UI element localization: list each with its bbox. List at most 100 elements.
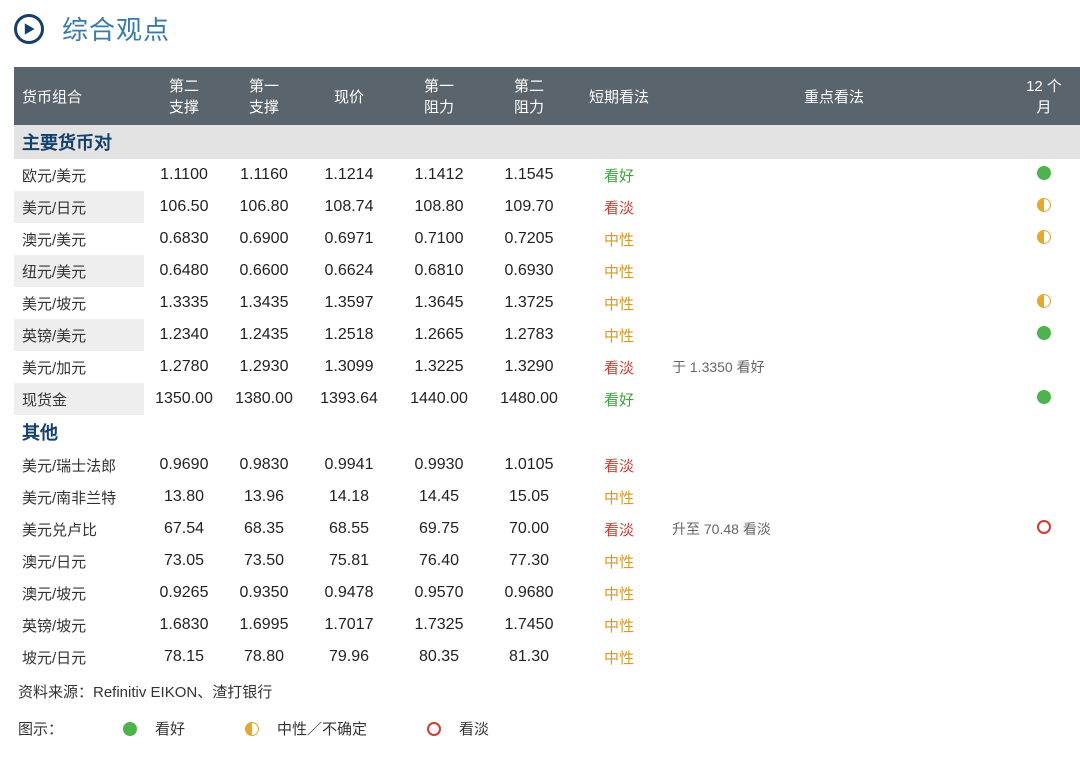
- table-row: 美元/瑞士法郎 0.9690 0.9830 0.9941 0.9930 1.01…: [14, 449, 1080, 481]
- bull-dot-icon: [1037, 390, 1051, 404]
- short-view: 中性: [574, 255, 664, 287]
- key-note: [664, 255, 1004, 287]
- bull-dot-icon: [1037, 326, 1051, 340]
- key-note: [664, 287, 1004, 319]
- col-key: 重点看法: [664, 67, 1004, 125]
- short-view: 看好: [574, 383, 664, 415]
- bear-dot-icon: [427, 722, 441, 736]
- s1-cell: 1.1160: [224, 159, 304, 191]
- short-view: 看淡: [574, 351, 664, 383]
- price-cell: 108.74: [304, 191, 394, 223]
- table-body: 主要货币对 欧元/美元 1.1100 1.1160 1.1214 1.1412 …: [14, 125, 1080, 673]
- pair-cell: 欧元/美元: [14, 159, 144, 191]
- table-row: 澳元/坡元 0.9265 0.9350 0.9478 0.9570 0.9680…: [14, 577, 1080, 609]
- legend-label: 图示：: [18, 718, 63, 739]
- legend: 图示： 看好 中性／不确定 看淡: [14, 718, 1066, 739]
- r2-cell: 81.30: [484, 641, 574, 673]
- price-cell: 1.1214: [304, 159, 394, 191]
- short-view: 中性: [574, 481, 664, 513]
- r2-cell: 109.70: [484, 191, 574, 223]
- price-cell: 1393.64: [304, 383, 394, 415]
- s2-cell: 0.9265: [144, 577, 224, 609]
- s2-cell: 67.54: [144, 513, 224, 545]
- table-row: 英镑/坡元 1.6830 1.6995 1.7017 1.7325 1.7450…: [14, 609, 1080, 641]
- r2-cell: 1.2783: [484, 319, 574, 351]
- r1-cell: 14.45: [394, 481, 484, 513]
- neut-dot-icon: [1037, 198, 1051, 212]
- price-cell: 0.9478: [304, 577, 394, 609]
- r2-cell: 77.30: [484, 545, 574, 577]
- pair-cell: 澳元/坡元: [14, 577, 144, 609]
- key-note: 升至 70.48 看淡: [664, 513, 1004, 545]
- short-view: 中性: [574, 577, 664, 609]
- table-row: 美元/日元 106.50 106.80 108.74 108.80 109.70…: [14, 191, 1080, 223]
- r2-cell: 70.00: [484, 513, 574, 545]
- col-price: 现价: [304, 67, 394, 125]
- s1-cell: 1380.00: [224, 383, 304, 415]
- pair-cell: 澳元/日元: [14, 545, 144, 577]
- table-row: 美元兑卢比 67.54 68.35 68.55 69.75 70.00 看淡 升…: [14, 513, 1080, 545]
- s1-cell: 1.2930: [224, 351, 304, 383]
- r1-cell: 1.1412: [394, 159, 484, 191]
- s2-cell: 1.2780: [144, 351, 224, 383]
- pair-cell: 纽元/美元: [14, 255, 144, 287]
- r2-cell: 1.0105: [484, 449, 574, 481]
- table-row: 坡元/日元 78.15 78.80 79.96 80.35 81.30 中性: [14, 641, 1080, 673]
- s2-cell: 73.05: [144, 545, 224, 577]
- neut-dot-icon: [1037, 230, 1051, 244]
- r1-cell: 1.3645: [394, 287, 484, 319]
- s1-cell: 73.50: [224, 545, 304, 577]
- price-cell: 0.6624: [304, 255, 394, 287]
- key-note: [664, 609, 1004, 641]
- short-view: 中性: [574, 287, 664, 319]
- s2-cell: 1.6830: [144, 609, 224, 641]
- short-view: 中性: [574, 319, 664, 351]
- legend-bear: 看淡: [427, 718, 489, 739]
- s2-cell: 1350.00: [144, 383, 224, 415]
- r2-cell: 1480.00: [484, 383, 574, 415]
- s1-cell: 1.6995: [224, 609, 304, 641]
- s1-cell: 0.6600: [224, 255, 304, 287]
- m12-dot: [1004, 319, 1080, 351]
- s1-cell: 0.9350: [224, 577, 304, 609]
- col-s1: 第一 支撑: [224, 67, 304, 125]
- price-cell: 0.9941: [304, 449, 394, 481]
- short-view: 看好: [574, 159, 664, 191]
- s2-cell: 13.80: [144, 481, 224, 513]
- pair-cell: 现货金: [14, 383, 144, 415]
- r2-cell: 15.05: [484, 481, 574, 513]
- s1-cell: 106.80: [224, 191, 304, 223]
- s2-cell: 0.6830: [144, 223, 224, 255]
- table-row: 英镑/美元 1.2340 1.2435 1.2518 1.2665 1.2783…: [14, 319, 1080, 351]
- bull-dot-icon: [1037, 166, 1051, 180]
- r1-cell: 0.9930: [394, 449, 484, 481]
- m12-dot: [1004, 513, 1080, 545]
- key-note: [664, 191, 1004, 223]
- s2-cell: 1.3335: [144, 287, 224, 319]
- r1-cell: 1.2665: [394, 319, 484, 351]
- pair-cell: 英镑/坡元: [14, 609, 144, 641]
- r1-cell: 1440.00: [394, 383, 484, 415]
- r2-cell: 1.3725: [484, 287, 574, 319]
- key-note: [664, 449, 1004, 481]
- m12-dot: [1004, 223, 1080, 255]
- section-major: 主要货币对: [14, 125, 1080, 159]
- price-cell: 75.81: [304, 545, 394, 577]
- s1-cell: 0.9830: [224, 449, 304, 481]
- table-row: 美元/加元 1.2780 1.2930 1.3099 1.3225 1.3290…: [14, 351, 1080, 383]
- pair-cell: 美元/日元: [14, 191, 144, 223]
- pair-cell: 美元/坡元: [14, 287, 144, 319]
- neut-dot-icon: [245, 722, 259, 736]
- source-note: 资料来源：Refinitiv EIKON、渣打银行: [14, 681, 1066, 702]
- r2-cell: 1.1545: [484, 159, 574, 191]
- col-short: 短期看法: [574, 67, 664, 125]
- col-pair: 货币组合: [14, 67, 144, 125]
- page-title: 综合观点: [62, 10, 170, 47]
- r2-cell: 1.7450: [484, 609, 574, 641]
- key-note: [664, 159, 1004, 191]
- legend-bull: 看好: [123, 718, 185, 739]
- col-r2: 第二 阻力: [484, 67, 574, 125]
- r2-cell: 0.7205: [484, 223, 574, 255]
- r2-cell: 0.6930: [484, 255, 574, 287]
- col-m12: 12 个 月: [1004, 67, 1080, 125]
